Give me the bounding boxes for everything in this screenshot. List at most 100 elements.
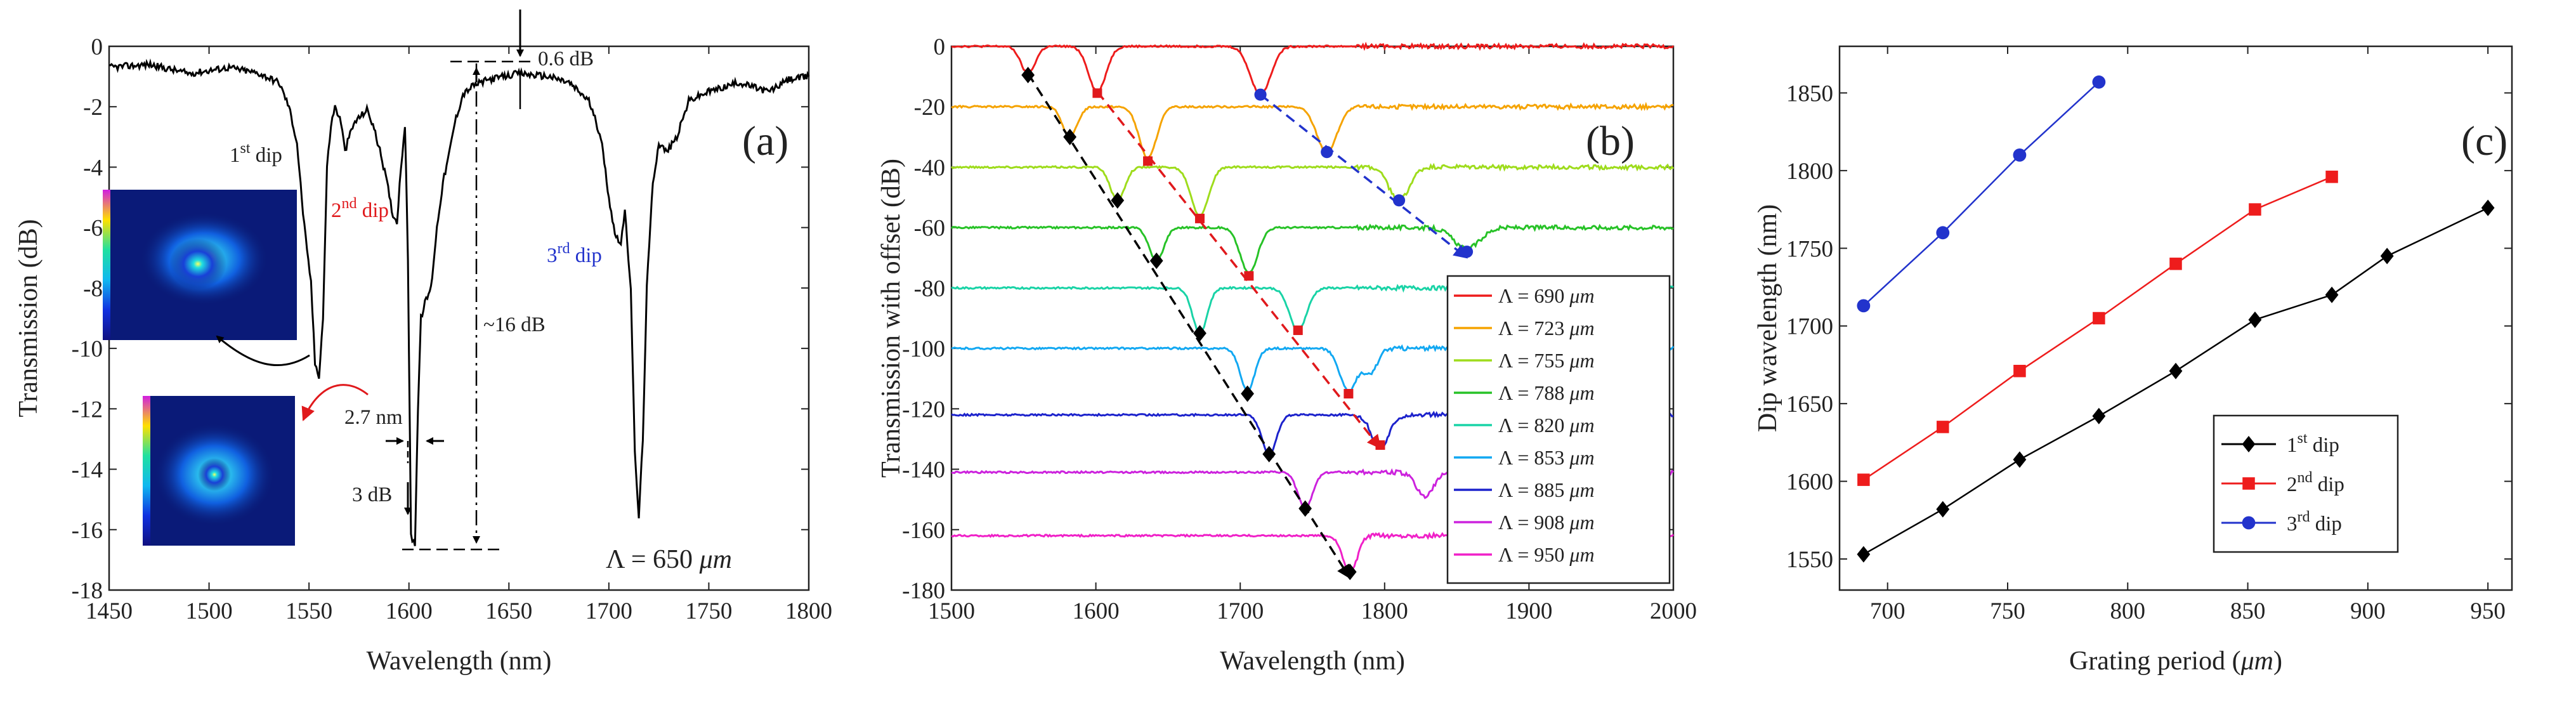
legend-sup: nd xyxy=(2298,470,2313,486)
point-1 xyxy=(2380,247,2394,265)
legend-unit: μm xyxy=(1569,317,1594,339)
dip1-marker xyxy=(1111,192,1125,209)
point-2 xyxy=(2013,365,2026,378)
grating-period-label: Λ = 650 μm xyxy=(606,545,732,574)
legend-unit: μm xyxy=(1569,511,1594,534)
dip1-marker xyxy=(1149,253,1163,270)
panel-b-y-tick-label: -160 xyxy=(902,518,945,544)
dip1-marker xyxy=(1298,500,1312,517)
legend-num: 3 xyxy=(2287,513,2298,535)
dip2-marker xyxy=(1194,213,1205,223)
legend-unit: μm xyxy=(1569,349,1594,372)
point-1 xyxy=(1936,501,1950,518)
panel-b-ticks: 1500 1600 1700 1800 1900 2000 0 -20 -40 -60 -80 -10… xyxy=(877,34,1697,676)
panel-b-markers xyxy=(1021,67,1474,581)
legend-unit: μm xyxy=(1569,414,1594,437)
dip1-marker xyxy=(1343,563,1357,581)
panel-a-x-tick-label: 1750 xyxy=(685,598,732,624)
trend-arrow xyxy=(1096,91,1382,449)
label-2-7-nm: 2.7 nm xyxy=(344,406,403,429)
panel-b-y-tick-label: -180 xyxy=(902,578,945,604)
legend-entry: 3rd dip xyxy=(2287,509,2342,535)
series-line-3 xyxy=(1863,81,2100,306)
x-label-close: ) xyxy=(2273,647,2282,676)
dip3-marker xyxy=(1254,88,1267,101)
legend-prefix: Λ = 755 xyxy=(1498,349,1569,372)
legend-entry: Λ = 885 μm xyxy=(1498,478,1595,501)
panel-c-y-axis-label: Dip wavelength (nm) xyxy=(1753,204,1782,432)
legend-prefix: Λ = 853 xyxy=(1498,446,1569,469)
legend-unit: μm xyxy=(1569,381,1594,404)
point-1 xyxy=(2169,362,2183,379)
dip2-marker xyxy=(1244,271,1254,281)
dip3-marker xyxy=(1321,146,1333,159)
dip3-marker xyxy=(1460,246,1474,258)
legend-prefix: Λ = 820 xyxy=(1498,414,1569,437)
panel-c-x-tick-label: 700 xyxy=(1870,598,1906,624)
panel-b-y-tick-label: -60 xyxy=(914,216,945,242)
legend-prefix: Λ = 690 xyxy=(1498,284,1569,307)
point-2 xyxy=(2325,170,2338,183)
legend-prefix: Λ = 950 xyxy=(1498,543,1569,566)
legend-entry: Λ = 788 μm xyxy=(1498,381,1595,404)
panel-b-x-axis-label: Wavelength (nm) xyxy=(1220,647,1405,676)
panel-b-label: (b) xyxy=(1586,118,1635,164)
panel-a: 1450 1500 1550 1600 1650 1700 1750 1800 0 -2 -4 -6 -… xyxy=(14,10,832,676)
panel-a-label: (a) xyxy=(742,118,788,164)
panel-c-x-tick-label: 850 xyxy=(2230,598,2266,624)
point-1 xyxy=(2325,286,2339,303)
panel-b-y-tick-label: -40 xyxy=(914,155,945,181)
dip2-marker xyxy=(1375,440,1385,450)
panel-b-y-tick-label: 0 xyxy=(934,34,946,60)
legend-sup: rd xyxy=(2298,509,2310,525)
panel-a-x-tick-label: 1800 xyxy=(785,598,832,624)
legend-unit: μm xyxy=(1569,478,1594,501)
legend-prefix: Λ = 723 xyxy=(1498,317,1569,339)
legend-entry: Λ = 755 μm xyxy=(1498,349,1595,372)
inset-pointer-dip1 xyxy=(216,335,310,367)
panel-b-trend-arrows xyxy=(1027,72,1468,579)
legend-unit: μm xyxy=(1569,446,1594,469)
panel-a-x-tick-label: 1450 xyxy=(86,598,133,624)
legend-marker xyxy=(2242,477,2255,490)
panel-b-y-axis-label: Transmission with offset (dB) xyxy=(877,159,906,478)
panel-a-y-tick-label: 0 xyxy=(91,34,103,60)
panel-b-x-tick-label: 1600 xyxy=(1073,598,1120,624)
legend-entry: Λ = 853 μm xyxy=(1498,446,1595,469)
dip2-marker xyxy=(1092,88,1102,98)
point-3 xyxy=(1857,299,1871,313)
panel-a-curves xyxy=(108,58,810,546)
dip1-marker xyxy=(1021,67,1035,84)
point-1 xyxy=(2481,199,2495,216)
dip2-marker xyxy=(1293,325,1303,336)
panel-b-x-tick-label: 1700 xyxy=(1217,598,1264,624)
point-3 xyxy=(1936,226,1950,240)
spectrum-755 xyxy=(950,162,1675,218)
legend-entry: Λ = 908 μm xyxy=(1498,511,1595,534)
legend-prefix: Λ = 885 xyxy=(1498,478,1569,501)
mode-image-lp-dip1 xyxy=(103,190,297,340)
panel-b: 1500 1600 1700 1800 1900 2000 0 -20 -40 -60 -80 -10… xyxy=(877,34,1697,676)
panel-c-y-tick-label: 1850 xyxy=(1786,81,1833,107)
panel-b-legend: Λ = 690 μmΛ = 723 μmΛ = 755 μmΛ = 788 μm… xyxy=(1446,275,1671,584)
panel-c-x-tick-label: 900 xyxy=(2350,598,2386,624)
panel-a-x-axis-label: Wavelength (nm) xyxy=(367,647,552,676)
legend-num: 2 xyxy=(2287,473,2298,496)
dip1-label: 1st dip xyxy=(230,140,282,167)
panel-a-y-tick-label: -6 xyxy=(83,216,103,242)
dip2-marker xyxy=(1143,156,1153,166)
mode-image-lp-dip2 xyxy=(143,396,295,546)
trend-arrow xyxy=(1027,72,1351,579)
dip1-marker xyxy=(1262,445,1276,463)
panel-c-y-tick-label: 1800 xyxy=(1786,159,1833,185)
panel-a-y-tick-label: -10 xyxy=(72,336,103,362)
panel-a-y-tick-label: -8 xyxy=(83,276,103,302)
label-0-6-db: 0.6 dB xyxy=(538,48,594,70)
panel-b-y-tick-label: -20 xyxy=(914,95,945,121)
panel-c-y-tick-label: 1750 xyxy=(1786,236,1833,262)
label-16-db: ~16 dB xyxy=(483,313,546,336)
point-3 xyxy=(2013,148,2027,162)
panel-c-label: (c) xyxy=(2461,118,2507,164)
dip1-marker xyxy=(1241,385,1254,402)
